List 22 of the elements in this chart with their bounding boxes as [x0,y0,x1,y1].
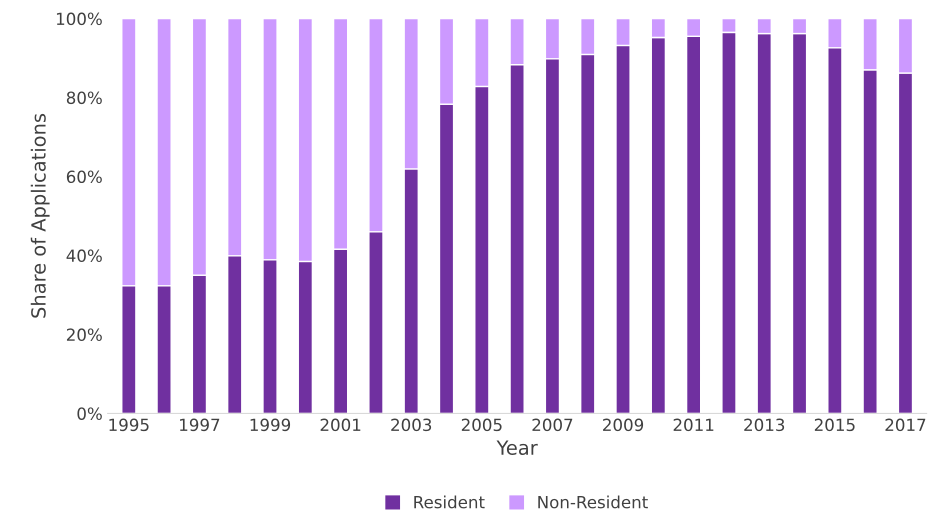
x-tick-label: 2009 [603,418,644,432]
x-tick-label: 2001 [320,418,360,432]
y-tick-label: 40% [66,249,102,262]
y-tick-label: 0% [77,407,102,420]
x-tick-label: 2015 [814,418,855,432]
y-tick-label: 20% [66,328,102,341]
x-tick-label: 2011 [674,418,714,432]
y-tick-label: 80% [66,91,102,104]
y-tick-label: 100% [56,12,102,26]
x-tick-label: 2005 [462,418,502,432]
y-axis-title: Share of Applications [30,114,50,318]
x-tick-label: 2017 [885,418,926,432]
legend-label: Resident [414,496,485,508]
x-tick-label: 1999 [250,418,290,432]
x-tick-label: 2003 [391,418,432,432]
x-axis-title: Year [496,440,538,455]
legend-label: Non-Resident [538,496,648,508]
x-tick-label: 2007 [532,418,572,432]
y-tick-label: 60% [66,170,102,184]
x-tick-label: 1995 [109,418,149,432]
x-tick-label: 2013 [744,418,784,432]
x-tick-label: 1997 [180,418,220,432]
